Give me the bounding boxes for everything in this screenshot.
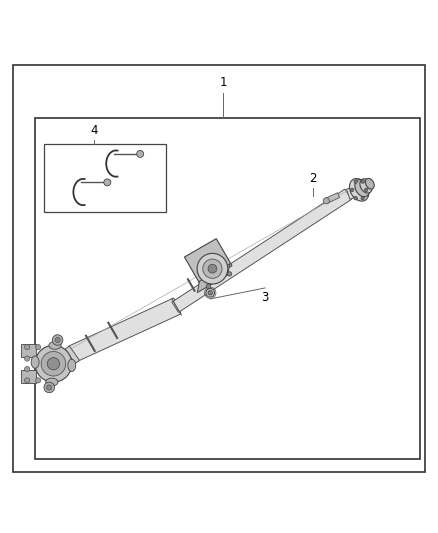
- Circle shape: [35, 345, 72, 382]
- Circle shape: [47, 358, 60, 370]
- Ellipse shape: [360, 179, 372, 193]
- Polygon shape: [346, 187, 357, 199]
- Circle shape: [25, 344, 30, 350]
- Circle shape: [208, 264, 217, 273]
- Circle shape: [203, 259, 222, 278]
- Ellipse shape: [31, 356, 39, 368]
- Circle shape: [350, 188, 354, 191]
- Circle shape: [208, 290, 212, 295]
- Circle shape: [25, 378, 30, 383]
- Circle shape: [35, 378, 41, 383]
- Circle shape: [197, 253, 228, 284]
- Circle shape: [104, 179, 111, 186]
- Circle shape: [44, 382, 54, 393]
- Circle shape: [25, 366, 30, 372]
- Polygon shape: [69, 298, 181, 362]
- Circle shape: [206, 284, 211, 288]
- Polygon shape: [21, 370, 36, 383]
- Bar: [44, 144, 166, 212]
- Ellipse shape: [365, 179, 374, 189]
- Text: 4: 4: [90, 124, 98, 138]
- Polygon shape: [197, 264, 230, 293]
- Bar: [35, 118, 420, 459]
- Circle shape: [53, 335, 63, 345]
- Ellipse shape: [350, 179, 369, 201]
- Circle shape: [41, 351, 66, 376]
- Circle shape: [361, 180, 364, 183]
- Circle shape: [361, 197, 364, 200]
- Polygon shape: [325, 193, 340, 203]
- Ellipse shape: [46, 378, 58, 386]
- Circle shape: [206, 288, 215, 297]
- Circle shape: [25, 356, 30, 361]
- Circle shape: [323, 198, 329, 204]
- Text: 2: 2: [309, 173, 317, 185]
- Circle shape: [354, 180, 357, 183]
- Circle shape: [364, 188, 368, 191]
- Circle shape: [354, 197, 357, 200]
- Ellipse shape: [355, 180, 370, 197]
- Circle shape: [46, 385, 52, 390]
- Circle shape: [227, 272, 232, 276]
- Polygon shape: [65, 346, 79, 364]
- Polygon shape: [21, 344, 36, 357]
- Circle shape: [137, 150, 144, 157]
- Polygon shape: [172, 189, 352, 312]
- Circle shape: [55, 337, 60, 343]
- Polygon shape: [184, 239, 232, 284]
- Ellipse shape: [68, 359, 76, 372]
- Ellipse shape: [49, 342, 61, 349]
- Text: 1: 1: [219, 76, 227, 89]
- Circle shape: [35, 344, 41, 350]
- Text: 3: 3: [261, 290, 268, 304]
